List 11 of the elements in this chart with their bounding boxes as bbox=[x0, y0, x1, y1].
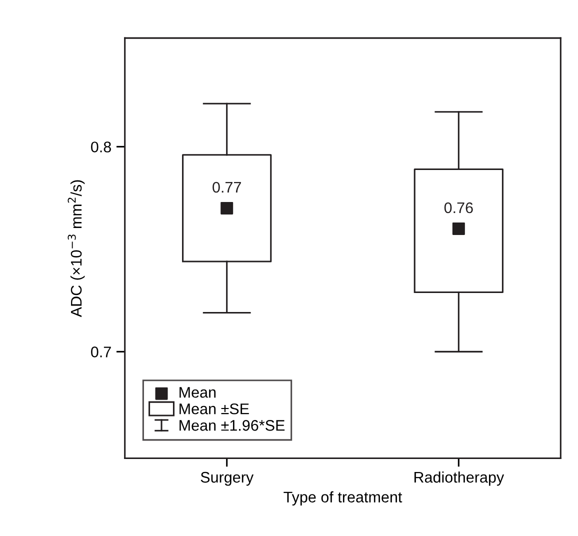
annotation: Mean ±SE bbox=[180, 403, 249, 414]
x-tick-label: Radiotherapy bbox=[414, 471, 504, 486]
y-axis-title: ADC (×10$^{−3}$ mm$^{2}$/s) bbox=[68, 180, 85, 318]
y-tick-label: 0.8 bbox=[91, 142, 111, 152]
annotation: Mean ±1.96*SE bbox=[180, 420, 285, 431]
x-tick-label: Surgery bbox=[200, 472, 254, 486]
x-axis-title: Type of treatment bbox=[284, 491, 402, 506]
data-label: 0.77 bbox=[212, 182, 241, 193]
legend-label: Mean bbox=[180, 387, 216, 398]
data-label: 0.76 bbox=[444, 202, 473, 214]
y-tick-label: 0.7 bbox=[91, 346, 111, 358]
